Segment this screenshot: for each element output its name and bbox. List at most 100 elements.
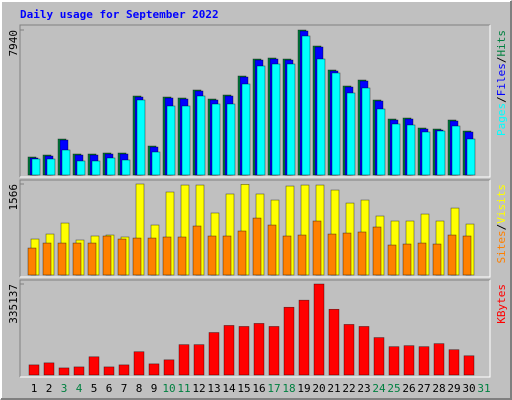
bar — [211, 103, 221, 176]
bar — [166, 105, 176, 176]
bar — [163, 359, 175, 376]
bar — [298, 299, 310, 376]
bar — [31, 158, 41, 176]
y-tick-label: 335137 — [7, 284, 20, 324]
x-tick-label: 8 — [136, 382, 143, 395]
legend-entry: Visits — [495, 184, 508, 224]
bar — [328, 308, 340, 376]
bar — [316, 58, 326, 176]
bar — [466, 138, 476, 176]
bar — [361, 87, 371, 176]
bar — [463, 355, 475, 376]
bar — [58, 367, 70, 376]
bar — [27, 247, 37, 276]
bar — [346, 92, 356, 176]
bar — [28, 364, 40, 376]
bar — [286, 63, 296, 176]
bar — [387, 244, 397, 276]
bar — [256, 65, 266, 176]
x-tick-label: 26 — [402, 382, 415, 395]
bar — [43, 362, 55, 376]
bar — [313, 283, 325, 376]
panel-light — [20, 180, 491, 278]
bar — [417, 242, 427, 276]
bar — [271, 63, 281, 176]
bar — [207, 235, 217, 276]
bar — [133, 351, 145, 376]
bar — [432, 243, 442, 276]
bar — [136, 99, 146, 176]
bar — [358, 326, 370, 376]
x-tick-label: 15 — [237, 382, 250, 395]
bar — [252, 217, 262, 276]
bar — [436, 130, 446, 176]
y-tick-label: 7940 — [7, 30, 20, 57]
legend: Sites/Visits — [495, 184, 508, 264]
bar — [373, 337, 385, 376]
bar — [357, 231, 367, 276]
x-tick-label: 20 — [312, 382, 325, 395]
bar — [162, 236, 172, 276]
bar — [268, 326, 280, 376]
panel-light — [20, 280, 491, 378]
bar — [343, 324, 355, 376]
legend-separator: / — [495, 57, 508, 64]
bar — [327, 233, 337, 276]
x-tick-label: 14 — [222, 382, 236, 395]
bar — [132, 237, 142, 276]
legend-entry: Pages — [495, 103, 508, 136]
x-tick-label: 16 — [252, 382, 265, 395]
legend-entry: Sites — [495, 230, 508, 263]
bar — [87, 242, 97, 276]
bar — [46, 158, 56, 176]
bar — [267, 224, 277, 276]
x-tick-label: 31 — [477, 382, 490, 395]
x-tick-label: 22 — [342, 382, 355, 395]
panel-light — [20, 25, 491, 178]
bar — [192, 225, 202, 276]
x-tick-label: 3 — [61, 382, 68, 395]
x-tick-label: 7 — [121, 382, 128, 395]
legend: Pages/Files/Hits — [495, 30, 508, 136]
bar — [238, 326, 250, 376]
x-tick-label: 1 — [31, 382, 38, 395]
x-tick-label: 29 — [447, 382, 460, 395]
bar — [402, 243, 412, 276]
bar — [451, 125, 461, 176]
x-tick-label: 24 — [372, 382, 386, 395]
chart-title: Daily usage for September 2022 — [20, 8, 219, 21]
bar — [237, 230, 247, 276]
bar — [196, 95, 206, 176]
bar — [181, 105, 191, 176]
x-tick-label: 17 — [267, 382, 280, 395]
bar — [447, 234, 457, 276]
legend-separator: / — [495, 96, 508, 103]
x-tick-label: 2 — [46, 382, 53, 395]
x-tick-label: 30 — [462, 382, 475, 395]
bar — [418, 346, 430, 376]
bar — [448, 349, 460, 376]
legend-entry: Files — [495, 63, 508, 96]
y-tick-label: 1566 — [7, 184, 20, 211]
bar — [223, 325, 235, 376]
x-tick-label: 21 — [327, 382, 340, 395]
bar — [241, 83, 251, 176]
bar — [106, 157, 116, 176]
bar — [88, 356, 100, 376]
bar — [301, 35, 311, 176]
bar — [121, 159, 131, 176]
bar — [147, 237, 157, 276]
bar — [178, 344, 190, 376]
x-tick-label: 27 — [417, 382, 430, 395]
bar — [283, 306, 295, 376]
bar — [421, 131, 431, 176]
bar — [118, 364, 130, 376]
x-tick-label: 11 — [177, 382, 190, 395]
bar — [331, 72, 341, 176]
bar — [57, 242, 67, 276]
legend-separator: / — [495, 224, 508, 231]
x-tick-label: 10 — [162, 382, 175, 395]
